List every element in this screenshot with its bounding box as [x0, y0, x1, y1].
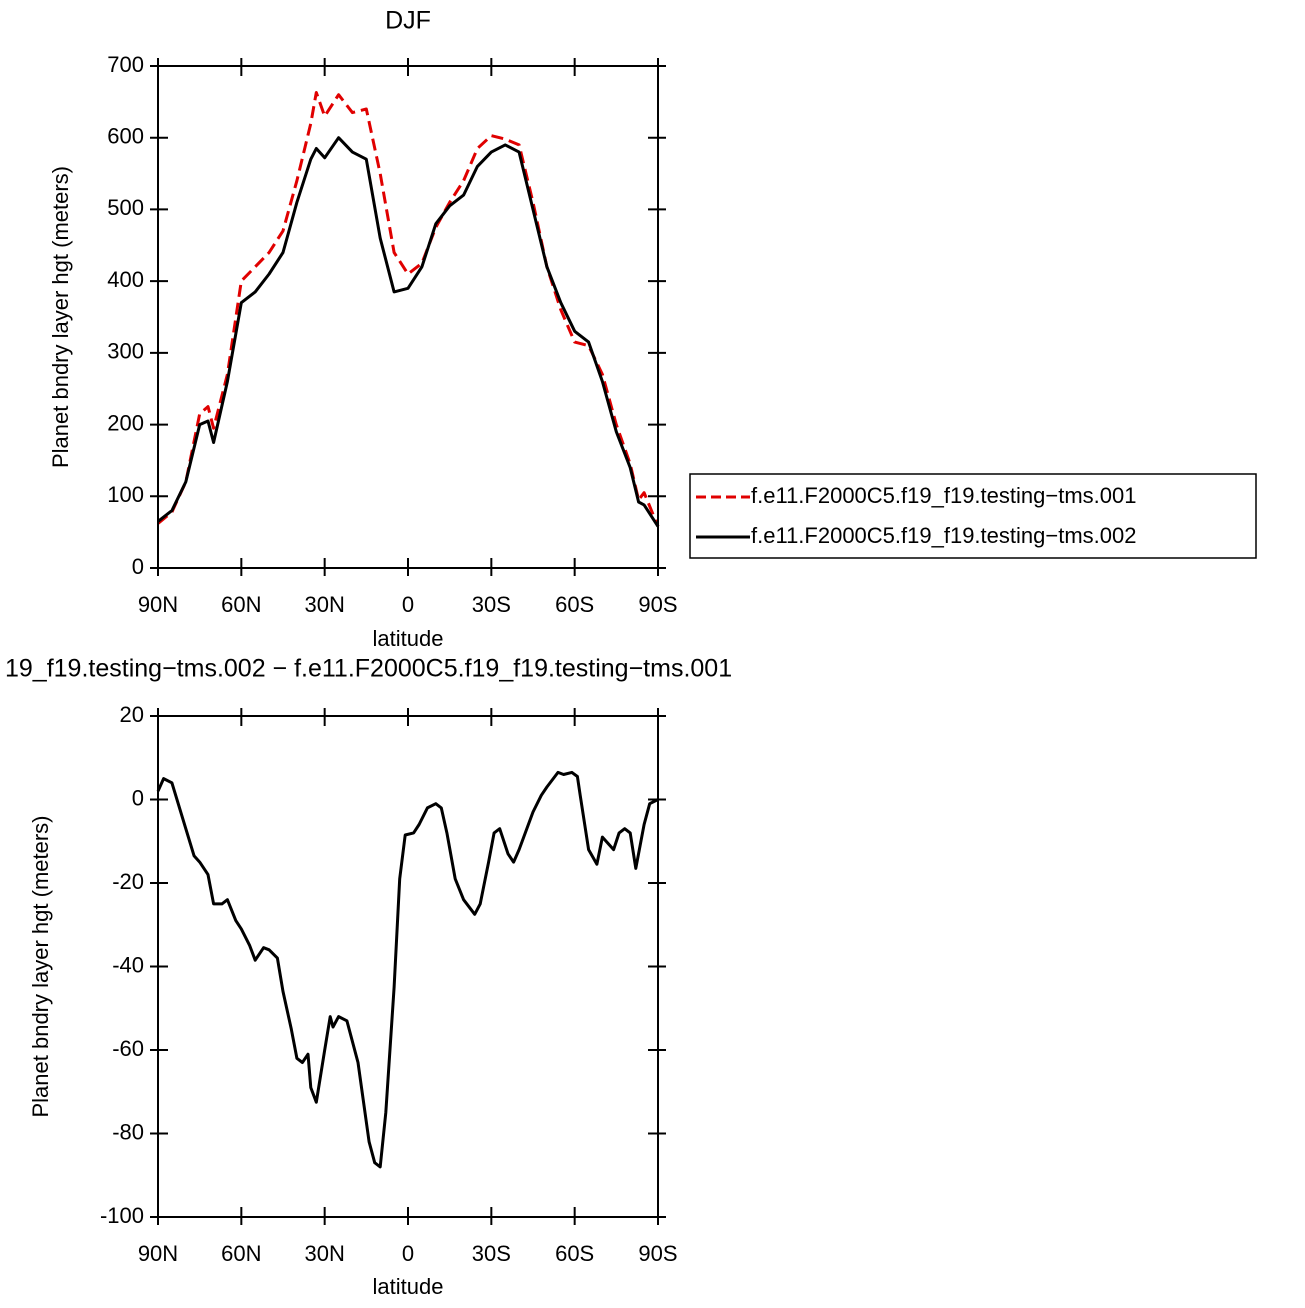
data-line — [157, 136, 660, 528]
legend-label: f.e11.F2000C5.f19_f19.testing−tms.001 — [751, 483, 1136, 508]
x-tick-label: 90S — [638, 1241, 677, 1266]
x-tick-label: 30S — [472, 1241, 511, 1266]
chart-title: 19_f19.testing−tms.002 − f.e11.F2000C5.f… — [5, 655, 732, 683]
x-tick-label: 30N — [304, 1241, 344, 1266]
y-tick-label: 20 — [120, 702, 144, 727]
x-tick-label: 90N — [138, 1241, 178, 1266]
y-tick-label: -80 — [112, 1119, 144, 1144]
y-tick-label: -100 — [100, 1203, 144, 1228]
x-tick-label: 60N — [221, 592, 261, 617]
y-axis-label: Planet bndry layer hgt (meters) — [48, 166, 73, 468]
y-tick-label: 600 — [107, 124, 144, 149]
y-tick-label: 300 — [107, 339, 144, 364]
plot-frame — [157, 65, 659, 569]
chart-title: DJF — [385, 7, 431, 35]
x-tick-label: 60N — [221, 1241, 261, 1266]
y-tick-label: -40 — [112, 952, 144, 977]
x-axis-label: latitude — [373, 1274, 444, 1299]
y-tick-label: 700 — [107, 52, 144, 77]
x-axis-label: latitude — [373, 626, 444, 651]
y-tick-label: -20 — [112, 869, 144, 894]
x-tick-label: 90N — [138, 592, 178, 617]
data-line — [157, 91, 660, 527]
y-tick-label: 100 — [107, 482, 144, 507]
y-tick-label: 0 — [132, 785, 144, 810]
legend-label: f.e11.F2000C5.f19_f19.testing−tms.002 — [751, 523, 1136, 548]
y-tick-label: 400 — [107, 267, 144, 292]
x-tick-label: 60S — [555, 1241, 594, 1266]
y-tick-label: 200 — [107, 410, 144, 435]
x-tick-label: 0 — [402, 592, 414, 617]
x-tick-label: 30S — [472, 592, 511, 617]
legend-box — [689, 473, 1257, 559]
x-tick-label: 60S — [555, 592, 594, 617]
plot-frame — [157, 715, 659, 1218]
x-tick-label: 90S — [638, 592, 677, 617]
x-tick-label: 30N — [304, 592, 344, 617]
y-tick-label: 0 — [132, 554, 144, 579]
y-tick-label: -60 — [112, 1036, 144, 1061]
y-tick-label: 500 — [107, 195, 144, 220]
data-line — [156, 770, 659, 1169]
x-tick-label: 0 — [402, 1241, 414, 1266]
y-axis-label: Planet bndry layer hgt (meters) — [28, 815, 53, 1117]
